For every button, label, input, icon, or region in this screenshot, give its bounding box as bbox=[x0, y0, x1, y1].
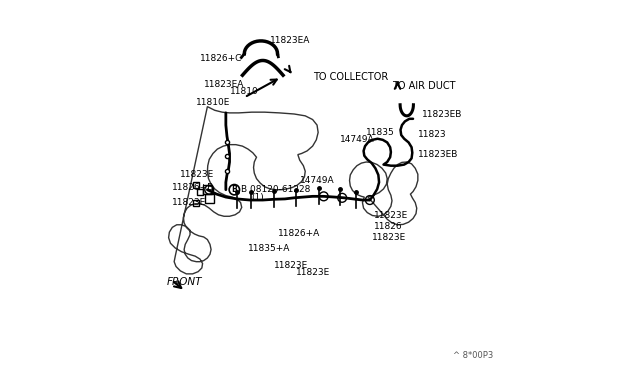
Bar bbox=[197, 189, 203, 195]
Bar bbox=[205, 195, 214, 203]
Text: 14749A: 14749A bbox=[340, 135, 375, 144]
Text: 11823EA: 11823EA bbox=[270, 36, 310, 45]
Text: 11810E: 11810E bbox=[196, 99, 230, 108]
Text: 11823EB: 11823EB bbox=[418, 150, 458, 159]
Text: 11823EA: 11823EA bbox=[204, 80, 244, 89]
Text: 11823E: 11823E bbox=[172, 198, 207, 207]
Text: 11826+C: 11826+C bbox=[200, 54, 243, 63]
Text: 11823EB: 11823EB bbox=[422, 109, 462, 119]
Text: 11835+A: 11835+A bbox=[248, 244, 291, 253]
Text: TO COLLECTOR: TO COLLECTOR bbox=[312, 72, 388, 82]
Text: 11823E: 11823E bbox=[374, 211, 408, 220]
Text: B 08120-61228: B 08120-61228 bbox=[241, 185, 310, 194]
Bar bbox=[193, 182, 199, 188]
Text: 11823E: 11823E bbox=[274, 261, 308, 270]
Text: 11823: 11823 bbox=[418, 130, 447, 139]
Bar bbox=[193, 200, 199, 206]
Text: B: B bbox=[232, 185, 237, 194]
Text: FRONT: FRONT bbox=[167, 277, 202, 287]
Text: ^ 8*00P3: ^ 8*00P3 bbox=[453, 350, 493, 359]
Bar bbox=[203, 185, 212, 194]
Text: 11826+A: 11826+A bbox=[278, 230, 320, 238]
Text: 11826+B: 11826+B bbox=[172, 183, 214, 192]
Text: TO AIR DUCT: TO AIR DUCT bbox=[392, 81, 456, 91]
Text: 11823E: 11823E bbox=[180, 170, 214, 179]
Text: 11823E: 11823E bbox=[296, 268, 330, 277]
Text: 11810: 11810 bbox=[230, 87, 259, 96]
Text: 14749A: 14749A bbox=[300, 176, 334, 185]
Text: 11826: 11826 bbox=[374, 222, 402, 231]
Text: 11823E: 11823E bbox=[372, 233, 406, 242]
Text: 11835: 11835 bbox=[366, 128, 395, 137]
Text: (1): (1) bbox=[252, 193, 264, 202]
